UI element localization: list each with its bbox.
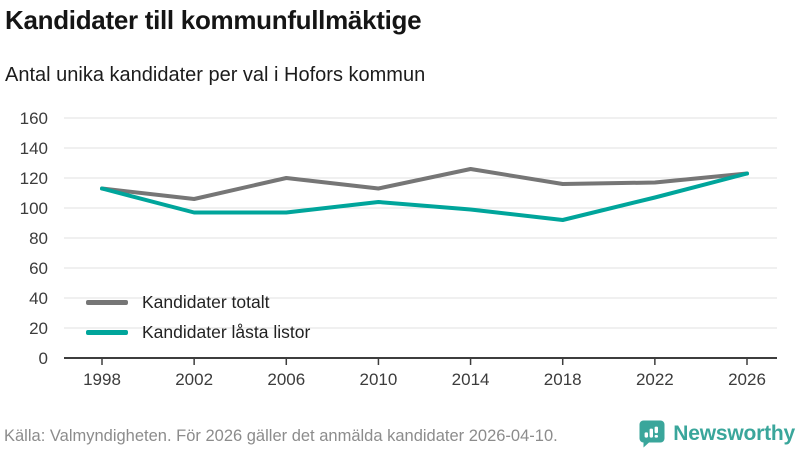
y-tick-label: 0	[39, 349, 48, 368]
y-tick-label: 80	[29, 229, 48, 248]
series-line-locked-lists	[100, 171, 749, 222]
series-line-total	[100, 167, 749, 201]
x-tick-label: 2022	[636, 370, 674, 389]
legend-label-locked-lists: Kandidater låsta listor	[142, 321, 311, 342]
newsworthy-logo-text: Newsworthy	[673, 421, 795, 445]
y-tick-label: 160	[20, 109, 48, 128]
line-chart-canvas: 0 20 40 60 80 100 120 140 160 1998 2002 2006 2010 201…	[20, 109, 777, 389]
y-tick-label: 20	[29, 319, 48, 338]
legend-label-total: Kandidater totalt	[142, 291, 270, 312]
x-tick-label: 2014	[452, 370, 490, 389]
chart-legend: Kandidater totalt Kandidater låsta listo…	[86, 287, 310, 347]
legend-item-total: Kandidater totalt	[86, 287, 310, 317]
newsworthy-logo: Newsworthy	[638, 419, 795, 448]
legend-swatch-total	[86, 299, 128, 305]
y-tick-label: 140	[20, 139, 48, 158]
legend-item-locked-lists: Kandidater låsta listor	[86, 317, 310, 347]
y-tick-label: 120	[20, 169, 48, 188]
x-tick-label: 2006	[267, 370, 305, 389]
x-tick-label: 2010	[360, 370, 398, 389]
y-tick-label: 40	[29, 289, 48, 308]
y-tick-label: 100	[20, 199, 48, 218]
y-tick-label: 60	[29, 259, 48, 278]
x-tick-label: 2002	[175, 370, 213, 389]
bar-chart-speech-bubble-icon	[639, 420, 665, 448]
chart-subtitle: Antal unika kandidater per val i Hofors …	[5, 64, 426, 86]
x-tick-label: 2026	[728, 370, 766, 389]
source-note: Källa: Valmyndigheten. För 2026 gäller d…	[4, 427, 558, 445]
x-tick-label: 1998	[83, 370, 121, 389]
legend-swatch-locked-lists	[86, 329, 128, 335]
x-tick-label: 2018	[544, 370, 582, 389]
page-title: Kandidater till kommunfullmäktige	[5, 5, 422, 35]
